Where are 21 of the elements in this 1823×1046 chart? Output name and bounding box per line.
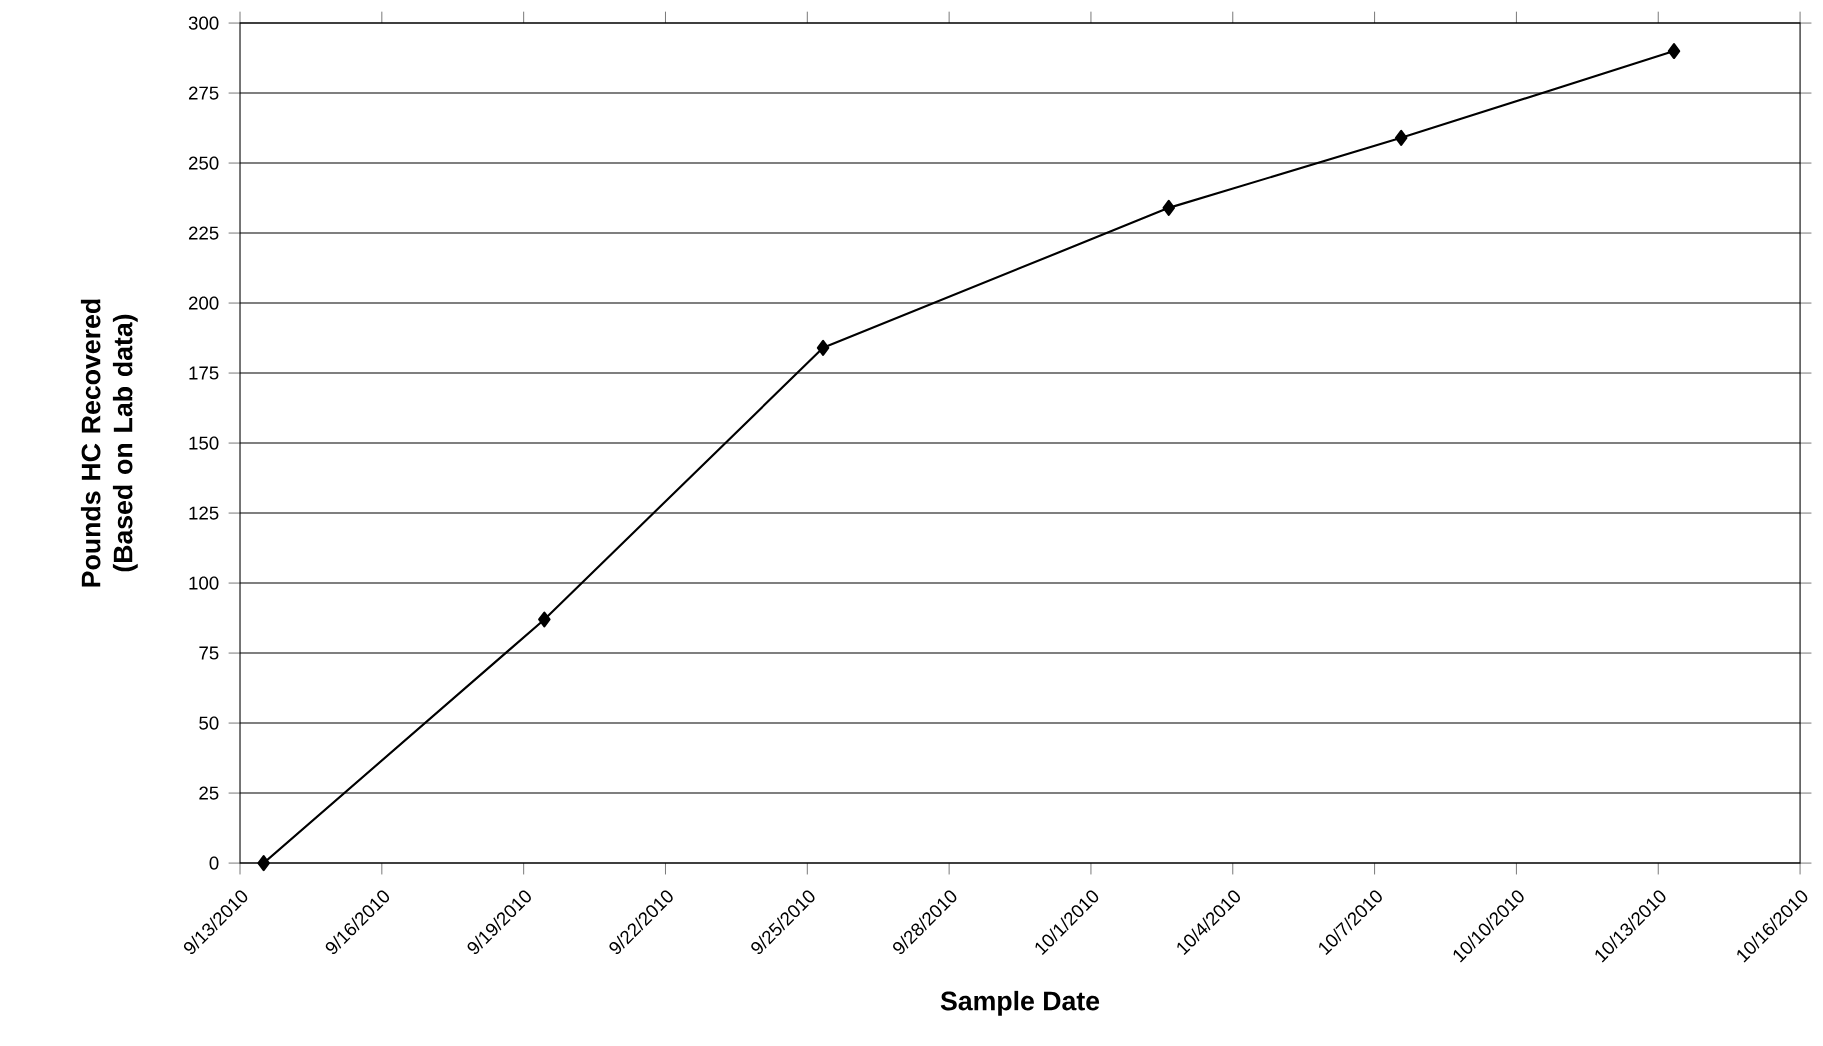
y-tick-label: 0 — [209, 856, 219, 870]
x-axis-title: Sample Date — [940, 990, 1100, 1016]
y-tick-label: 25 — [199, 786, 219, 800]
y-tick-label: 275 — [188, 86, 219, 100]
y-tick-label: 125 — [189, 506, 219, 520]
y-tick-label: 150 — [189, 436, 219, 450]
point — [1394, 129, 1408, 146]
y-tick-label: 75 — [199, 646, 219, 660]
point — [1667, 43, 1681, 60]
y-tick-label: 175 — [189, 366, 219, 380]
y-tick-label: 225 — [188, 226, 219, 240]
y-tick-label: 100 — [189, 576, 219, 590]
y-axis-title: Pounds HC Recovered (Based on Lab data) — [80, 299, 138, 587]
y-tick-label: 300 — [188, 16, 219, 30]
point — [1162, 199, 1176, 216]
y-tick-label: 200 — [188, 296, 219, 310]
y-tick-label: 50 — [199, 716, 219, 730]
point — [816, 339, 830, 356]
point — [257, 855, 270, 872]
point — [538, 611, 551, 628]
y-tick-label: 250 — [188, 156, 219, 170]
